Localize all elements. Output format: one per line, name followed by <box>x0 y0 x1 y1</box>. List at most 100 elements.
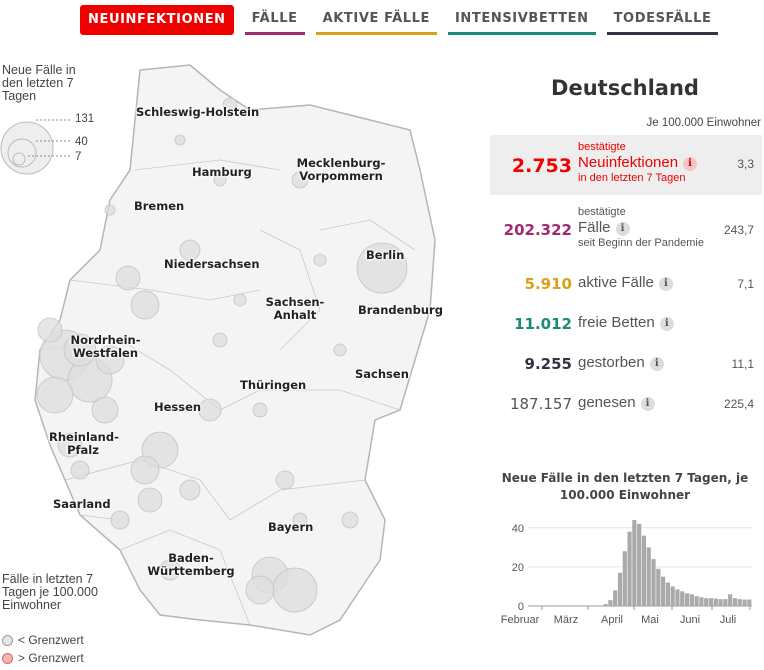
mini-ytick-label: 0 <box>518 601 524 613</box>
mini-chart-bar <box>613 590 618 606</box>
stat-neuinfektionen-value: 2.753 <box>511 155 572 177</box>
mini-chart-bar <box>713 598 718 606</box>
mini-chart-bar <box>680 591 685 606</box>
mini-chart-bar <box>704 598 709 606</box>
map-label-rheinland-pfalz: Rheinland-Pfalz <box>49 430 119 457</box>
mini-chart-bar <box>622 551 627 606</box>
mini-chart-bar <box>689 594 694 606</box>
stat-genesen-label: genesen i <box>578 394 655 411</box>
tab-faelle[interactable]: FÄLLE <box>244 5 305 35</box>
mini-xtick-label: Juni <box>680 614 700 626</box>
mini-chart-bar <box>617 572 623 606</box>
map-label-saarland: Saarland <box>53 497 111 511</box>
mini-chart-bar <box>684 593 690 606</box>
mini-chart-bar <box>665 582 670 606</box>
stat-faelle-label: bestätigte Fälle i seit Beginn der Pandem… <box>578 206 704 249</box>
legend-size-mid: 40 <box>75 136 88 148</box>
stat-neuinfektionen[interactable]: 2.753 bestätigte Neuinfektionen i in den … <box>490 135 762 195</box>
map-label-niedersachsen: Niedersachsen <box>164 257 260 271</box>
mini-chart-bar <box>675 589 680 606</box>
mini-ytick-label: 40 <box>512 523 524 535</box>
info-icon[interactable]: i <box>683 157 698 171</box>
tab-intensivbetten[interactable]: INTENSIVBETTEN <box>447 5 596 35</box>
mini-chart-bar <box>699 597 704 606</box>
mini-chart-bar <box>670 586 675 606</box>
stat-faelle[interactable]: 202.322 bestätigte Fälle i seit Beginn de… <box>490 203 762 258</box>
legend-threshold-title: Fälle in letzten 7 Tagen je 100.000 Einw… <box>2 572 98 612</box>
grey-dot-icon <box>2 634 13 646</box>
mini-chart-bar <box>728 594 733 606</box>
legend-below-threshold: < Grenzwert <box>2 633 84 647</box>
mini-chart-bar <box>608 600 613 606</box>
mini-chart-bar <box>598 605 603 606</box>
legend-below-label: < Grenzwert <box>18 633 84 647</box>
map-label-berlin: Berlin <box>366 248 405 262</box>
mini-chart-bar <box>641 535 647 606</box>
stat-genesen[interactable]: 187.157 genesen i 225,4 <box>490 392 762 418</box>
mini-chart-bar <box>661 576 666 606</box>
mini-chart-bar <box>742 599 747 606</box>
mini-chart-bar <box>732 598 738 606</box>
map-label-thueringen: Thüringen <box>240 378 307 392</box>
stat-gestorben-label: gestorben i <box>578 354 664 371</box>
germany-map[interactable]: Schleswig-Holstein Hamburg Mecklenburg-V… <box>20 50 450 660</box>
country-title: Deutschland <box>551 76 699 100</box>
mini-xtick-label: März <box>554 614 578 626</box>
info-icon[interactable]: i <box>659 317 674 331</box>
stat-aktive-faelle-label: aktive Fälle i <box>578 274 673 291</box>
mini-chart-bar <box>656 568 661 606</box>
mini-chart-bar <box>646 547 651 606</box>
legend-size-max: 131 <box>75 113 95 125</box>
stat-aktive-faelle-per100k: 7,1 <box>737 277 754 291</box>
legend-above-threshold: > Grenzwert <box>2 651 84 665</box>
mini-xtick-label: Mai <box>641 614 659 626</box>
mini-chart-bar <box>694 596 699 606</box>
map-label-sachsen: Sachsen <box>355 367 409 381</box>
mini-chart-bar <box>603 604 608 606</box>
legend-size-title: Neue Fälle in den letzten 7 Tagen <box>2 63 76 103</box>
stat-aktive-faelle-value: 5.910 <box>524 275 572 293</box>
tab-todesfaelle[interactable]: TODESFÄLLE <box>606 5 719 35</box>
map-label-bayern: Bayern <box>268 520 314 534</box>
mini-chart-bar <box>632 519 637 606</box>
info-icon[interactable]: i <box>640 397 655 411</box>
tab-aktive-faelle[interactable]: AKTIVE FÄLLE <box>315 5 437 35</box>
stat-gestorben-value: 9.255 <box>524 355 572 373</box>
stat-freie-betten[interactable]: 11.012 freie Betten i <box>490 312 762 338</box>
stat-genesen-value: 187.157 <box>509 395 572 413</box>
metric-tabs: NEUINFEKTIONEN FÄLLE AKTIVE FÄLLE INTENS… <box>80 5 729 35</box>
legend-size-circles <box>0 119 72 175</box>
map-label-nordrhein-westfalen: Nordrhein-Westfalen <box>70 333 141 360</box>
map-label-hamburg: Hamburg <box>192 165 252 179</box>
stat-gestorben[interactable]: 9.255 gestorben i 11,1 <box>490 352 762 378</box>
info-icon[interactable]: i <box>658 277 673 291</box>
mini-xtick-label: Juli <box>720 614 737 626</box>
mini-chart-bar <box>737 599 742 606</box>
stat-neuinfektionen-per100k: 3,3 <box>737 157 754 171</box>
mini-chart-bar <box>637 523 642 606</box>
mini-chart-bar <box>708 598 714 606</box>
stat-neuinfektionen-label: bestätigte Neuinfektionen i in den letzte… <box>578 141 698 185</box>
map-label-schleswig-holstein: Schleswig-Holstein <box>136 105 260 119</box>
map-label-baden-wuerttemberg: Baden-Württemberg <box>147 551 235 578</box>
map-label-hessen: Hessen <box>154 400 202 414</box>
legend-size-min: 7 <box>75 151 82 163</box>
per100k-header: Je 100.000 Einwohner <box>646 117 761 129</box>
info-icon[interactable]: i <box>615 222 630 236</box>
mini-chart-bar <box>718 599 723 606</box>
tab-neuinfektionen[interactable]: NEUINFEKTIONEN <box>80 5 234 35</box>
stat-faelle-value: 202.322 <box>503 221 572 239</box>
stat-freie-betten-label: freie Betten i <box>578 314 674 331</box>
stat-gestorben-per100k: 11,1 <box>731 357 754 371</box>
red-dot-icon <box>2 652 13 664</box>
mini-chart-bar <box>723 599 728 606</box>
mini-chart-svg: 0 20 40 Februar März April Mai Juni Juli <box>501 519 752 626</box>
mini-ytick-label: 20 <box>512 562 524 574</box>
mini-chart-bar <box>651 559 656 606</box>
map-label-sachsen-anhalt: Sachsen-Anhalt <box>265 295 325 322</box>
mini-xtick-label: April <box>601 614 623 626</box>
stat-freie-betten-value: 11.012 <box>514 315 572 333</box>
stat-aktive-faelle[interactable]: 5.910 aktive Fälle i 7,1 <box>490 272 762 298</box>
legend-above-label: > Grenzwert <box>18 651 84 665</box>
info-icon[interactable]: i <box>649 357 664 371</box>
